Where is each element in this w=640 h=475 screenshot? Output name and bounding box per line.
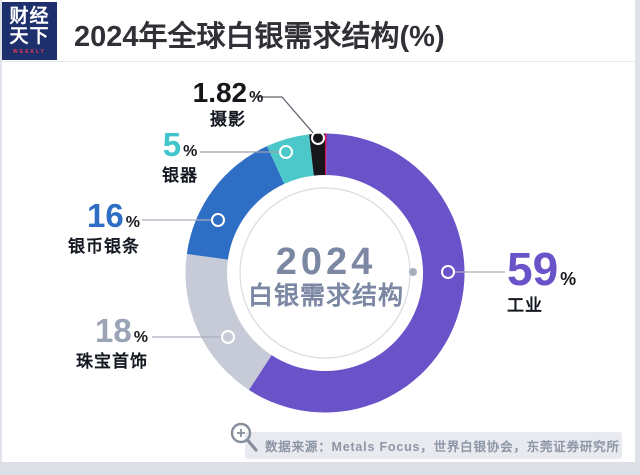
leader-dot-industry xyxy=(409,268,417,276)
callout-silverware: 5% 银器 xyxy=(130,126,230,187)
callout-photography-value: 1.82% xyxy=(192,77,264,108)
brand-logo: 财经 天下 WEEKLY xyxy=(2,2,57,60)
logo-tagline: WEEKLY xyxy=(13,48,46,55)
source-bar: 数据来源：Metals Focus，世界白银协会，东莞证券研究所 xyxy=(245,432,622,459)
percent-sign: % xyxy=(560,269,577,289)
marker-jewelry xyxy=(221,330,235,344)
percent-sign: % xyxy=(249,89,264,106)
header-divider xyxy=(2,61,635,62)
marker-coins xyxy=(211,213,225,227)
leader-line-photography xyxy=(256,96,315,135)
callout-industry: 59% 工业 xyxy=(507,245,637,317)
magnifier-icon xyxy=(230,422,258,452)
callout-coins-bars-value: 16% xyxy=(87,197,140,234)
center-year: 2024 xyxy=(275,241,377,283)
callout-photography: 1.82% 摄影 xyxy=(168,78,288,131)
logo-text-line2: 天下 xyxy=(9,25,50,47)
page-title: 2024年全球白银需求结构(%) xyxy=(74,21,445,53)
callout-silverware-name: 银器 xyxy=(162,165,198,185)
bottom-strip xyxy=(0,462,640,475)
logo-text-line1: 财经 xyxy=(9,5,50,27)
percent-sign: % xyxy=(133,329,148,346)
donut-segment-珠宝首饰 xyxy=(185,253,272,390)
source-text: 数据来源：Metals Focus，世界白银协会，东莞证券研究所 xyxy=(265,440,620,454)
callout-industry-name: 工业 xyxy=(507,296,543,316)
donut-segment-银币银条 xyxy=(186,146,285,260)
callout-coins-bars-name: 银币银条 xyxy=(68,236,140,256)
marker-industry xyxy=(441,265,455,279)
marker-photography xyxy=(311,131,325,145)
callout-coins-bars: 16% 银币银条 xyxy=(10,197,140,258)
donut-segment-银器 xyxy=(267,134,314,184)
donut-segment-other xyxy=(325,133,327,176)
callout-jewelry: 18% 珠宝首饰 xyxy=(18,312,148,373)
center-caption: 白银需求结构 xyxy=(247,282,404,310)
callout-jewelry-name: 珠宝首饰 xyxy=(76,351,148,371)
callout-industry-value: 59% xyxy=(507,243,577,295)
percent-sign: % xyxy=(125,214,140,231)
callout-photography-name: 摄影 xyxy=(210,110,246,130)
percent-sign: % xyxy=(183,143,198,160)
donut-center-label: 2024 白银需求结构 xyxy=(226,242,426,310)
callout-jewelry-value: 18% xyxy=(95,312,148,349)
callout-silverware-value: 5% xyxy=(162,126,198,163)
marker-silverware xyxy=(279,145,293,159)
donut-segment-工业 xyxy=(248,133,465,413)
